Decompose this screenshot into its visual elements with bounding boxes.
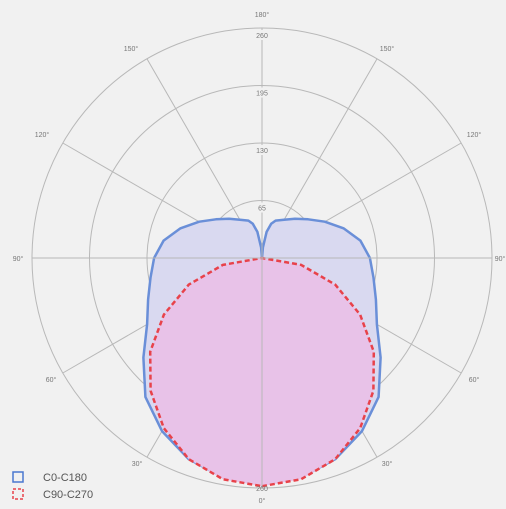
angle-label: 30° (382, 460, 393, 468)
ring-label-bg (253, 202, 271, 213)
legend-label-c90-c270: C90-C270 (43, 489, 93, 501)
ring-label-260: 260 (256, 33, 268, 40)
angle-label: 30° (132, 460, 143, 468)
series-layer (32, 28, 492, 488)
legend-swatch-c0-c180 (12, 471, 24, 483)
angle-label: 120° (467, 131, 482, 139)
angle-label: 180° (255, 11, 270, 19)
legend: C0-C180 C90-C270 (12, 471, 93, 501)
ring-label-bg (253, 87, 271, 98)
legend-label-c0-c180: C0-C180 (43, 472, 87, 484)
legend-swatch-c90-c270 (12, 488, 24, 500)
ring-label-130: 130 (256, 148, 268, 155)
angle-label: 60° (469, 376, 480, 384)
ring-label-195: 195 (256, 91, 268, 98)
ring-label-bg (253, 30, 271, 40)
angle-label: 90° (495, 255, 506, 263)
ring-label-65: 65 (258, 206, 266, 213)
angle-label: 150° (124, 45, 139, 53)
tick-labels: 65 130 195 260 260 180° 150° 150° 120° 120° 90° 90°… (13, 11, 506, 505)
angle-label: 150° (380, 45, 395, 53)
angle-label: 60° (46, 376, 57, 384)
bottom-ring-label: 260 (256, 486, 268, 493)
angle-label: 0° (259, 497, 266, 505)
angle-label: 120° (35, 131, 50, 139)
angle-label: 90° (13, 255, 24, 263)
ring-label-bg (253, 145, 271, 155)
